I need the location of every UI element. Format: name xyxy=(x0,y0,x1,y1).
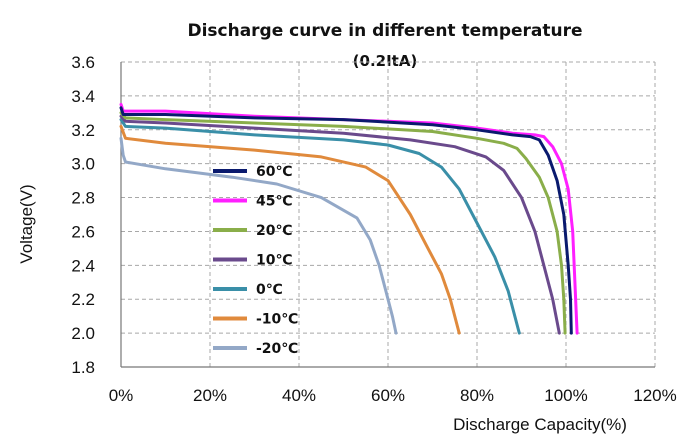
legend-label: 20℃ xyxy=(256,223,292,239)
legend: 60℃ 45℃ 20℃ 10℃ 0℃ -10℃ -20℃ xyxy=(213,164,298,357)
axes: 1.8 2.0 2.2 2.4 2.6 2.8 3.0 3.2 3.4 3.6 0% 20% 40% 60… xyxy=(71,53,676,405)
x-tick-label: 0% xyxy=(109,386,134,405)
y-tick-label: 3.0 xyxy=(71,155,95,174)
y-tick-label: 3.2 xyxy=(71,121,95,140)
legend-label: 45℃ xyxy=(256,194,292,210)
y-tick-label: 2.0 xyxy=(71,324,95,343)
series-line-6 xyxy=(119,124,461,335)
x-tick-label: 20% xyxy=(193,386,227,405)
legend-label: -10℃ xyxy=(256,312,298,328)
legend-label: 60℃ xyxy=(256,164,292,180)
y-tick-label: 3.4 xyxy=(71,87,95,106)
series-line-1 xyxy=(119,106,573,335)
y-tick-label: 1.8 xyxy=(71,358,95,377)
series-line-4 xyxy=(119,114,561,335)
series-line-7 xyxy=(119,136,398,335)
series-line-2 xyxy=(119,102,579,335)
y-axis-label: Voltage(V) xyxy=(17,184,36,263)
grid xyxy=(121,61,656,367)
y-tick-label: 2.4 xyxy=(71,256,95,275)
x-tick-label: 60% xyxy=(371,386,405,405)
legend-label: 10℃ xyxy=(256,253,292,269)
x-axis-label: Discharge Capacity(%) xyxy=(453,415,627,434)
y-tick-label: 2.8 xyxy=(71,189,95,208)
x-tick-label: 100% xyxy=(544,386,587,405)
x-tick-label: 80% xyxy=(460,386,494,405)
legend-label: 0℃ xyxy=(256,282,283,298)
chart-title: Discharge curve in different temperature xyxy=(187,21,582,41)
x-tick-label: 40% xyxy=(282,386,316,405)
y-tick-label: 3.6 xyxy=(71,53,95,72)
x-tick-label: 120% xyxy=(633,386,676,405)
y-tick-label: 2.6 xyxy=(71,222,95,241)
series-line-3 xyxy=(119,111,567,335)
legend-label: -20℃ xyxy=(256,341,298,357)
series-line-5 xyxy=(119,118,521,335)
series-lines xyxy=(119,102,579,335)
y-tick-label: 2.2 xyxy=(71,290,95,309)
chart-subtitle: (0.2ItA) xyxy=(353,52,418,70)
